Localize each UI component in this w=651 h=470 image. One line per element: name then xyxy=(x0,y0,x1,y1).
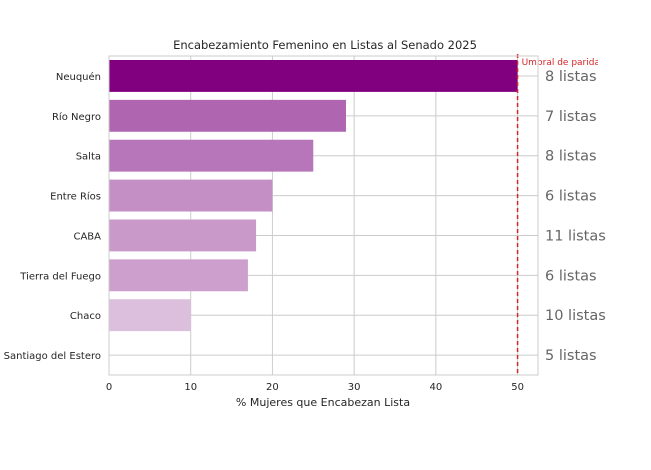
y-tick-label: Neuquén xyxy=(56,71,101,83)
x-tick-label: 50 xyxy=(511,382,524,393)
list-count-label: 6 listas xyxy=(545,268,597,284)
list-count-label: 6 listas xyxy=(545,189,597,205)
plot-frame xyxy=(108,55,539,376)
list-count-label: 11 listas xyxy=(545,228,606,244)
bar xyxy=(109,219,257,252)
y-tick-label: Río Negro xyxy=(52,111,101,123)
chart-title: Encabezamiento Femenino en Listas al Sen… xyxy=(173,38,477,52)
list-count-label: 10 listas xyxy=(545,308,606,324)
bars xyxy=(109,59,518,332)
bar xyxy=(109,99,346,132)
y-tick-label: Entre Ríos xyxy=(50,191,101,203)
bar xyxy=(109,259,248,292)
x-axis-label: % Mujeres que Encabezan Lista xyxy=(236,396,410,409)
bar xyxy=(109,299,191,332)
y-tick-label: Salta xyxy=(76,152,101,163)
bar xyxy=(109,59,518,92)
y-tick-label: Tierra del Fuego xyxy=(19,271,101,282)
reference-line: Umbral de paridad xyxy=(516,54,606,375)
bar xyxy=(109,179,273,212)
x-tick-label: 0 xyxy=(106,382,112,393)
x-tick-labels: 0 10 20 30 40 50 xyxy=(106,382,524,393)
y-tick-label: Santiago del Estero xyxy=(4,351,101,362)
y-tick-label: Chaco xyxy=(70,311,101,322)
list-count-label: 8 listas xyxy=(545,149,597,165)
list-count-label: 5 listas xyxy=(545,348,597,364)
x-tick-label: 20 xyxy=(266,382,279,393)
y-tick-label: CABA xyxy=(73,231,101,242)
x-tick-label: 10 xyxy=(184,382,197,393)
y-tick-labels: Neuquén Río Negro Salta Entre Ríos CABA Tierr… xyxy=(4,71,102,362)
list-count-label: 8 listas xyxy=(545,69,597,85)
parity-threshold-label: Umbral de paridad xyxy=(522,58,606,68)
x-tick-label: 40 xyxy=(429,382,442,393)
x-tick-label: 30 xyxy=(348,382,361,393)
list-count-labels: 8 listas 7 listas 8 listas 6 listas 11 lista… xyxy=(545,69,606,364)
bar xyxy=(109,139,314,172)
list-count-label: 7 listas xyxy=(545,109,597,125)
